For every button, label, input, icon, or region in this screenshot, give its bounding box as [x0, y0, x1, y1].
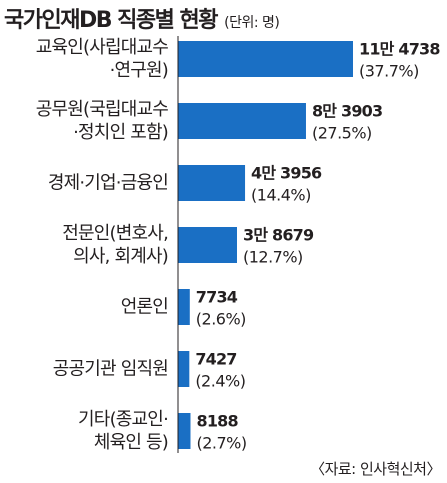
category-label-2-0: 경제·기업·금융인	[48, 173, 168, 194]
value-label-5: 7427	[195, 350, 236, 369]
category-label-4-0: 언론인	[121, 297, 168, 318]
bar-2	[178, 165, 246, 201]
value-label-3: 3만 8679	[243, 226, 314, 245]
percent-label-4: (2.6%)	[196, 310, 246, 329]
percent-label-5: (2.4%)	[195, 372, 245, 391]
bar-3	[178, 227, 237, 263]
value-label-0: 11만 4738	[359, 40, 440, 59]
category-label-3-0: 전문인(변호사,	[62, 223, 168, 244]
bar-6	[178, 413, 191, 449]
category-label-1-1: ·정치인 포함)	[73, 122, 168, 143]
category-label-0-1: ·연구원)	[110, 60, 168, 81]
percent-label-1: (27.5%)	[312, 124, 372, 143]
bar-4	[178, 289, 190, 325]
percent-label-2: (14.4%)	[251, 186, 311, 205]
value-label-6: 8188	[196, 412, 238, 431]
value-label-2: 4만 3956	[251, 164, 322, 183]
category-label-3-1: 의사, 회계사)	[73, 246, 168, 267]
bar-0	[178, 41, 353, 77]
chart-title: 국가인재DB 직종별 현황	[4, 8, 219, 33]
category-label-6-0: 기타(종교인·	[78, 409, 168, 430]
percent-label-0: (37.7%)	[359, 62, 419, 81]
category-label-6-1: 체육인 등)	[94, 432, 168, 453]
category-label-5-0: 공공기관 임직원	[53, 359, 168, 380]
unit-label: (단위: 명)	[224, 15, 280, 31]
category-label-0-0: 교육인(사립대교수	[36, 37, 169, 58]
bar-5	[178, 351, 190, 387]
percent-label-6: (2.7%)	[196, 434, 246, 453]
value-label-1: 8만 3903	[312, 102, 382, 121]
value-label-4: 7734	[196, 288, 238, 307]
percent-label-3: (12.7%)	[243, 248, 303, 267]
bar-1	[178, 103, 306, 139]
title-row: 국가인재DB 직종별 현황 (단위: 명)	[4, 2, 280, 34]
source-label: 〈자료: 인사혁신처〉	[310, 460, 441, 478]
category-label-1-0: 공무원(국립대교수	[36, 99, 169, 120]
